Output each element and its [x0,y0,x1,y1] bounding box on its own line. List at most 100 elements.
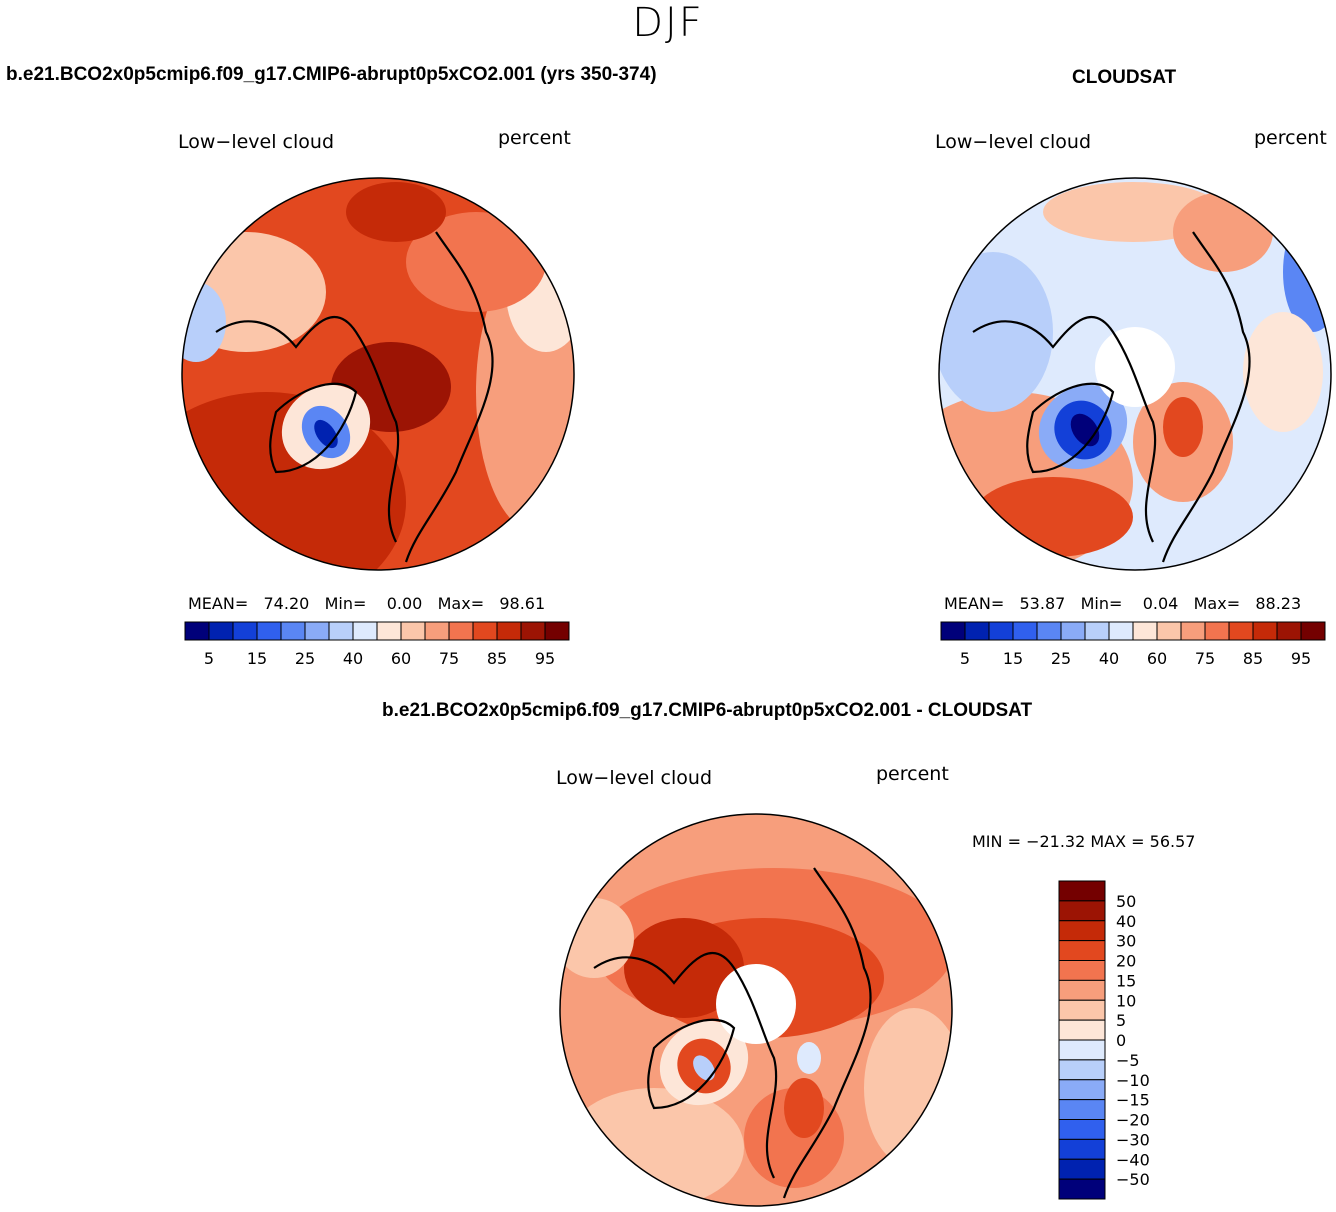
colorbar-swatch [1084,621,1110,641]
colorbar-tick-label: 95 [535,649,555,668]
colorbar-tick-label: 30 [1116,932,1136,951]
map-field [784,1078,824,1138]
colorbar-swatch [940,621,966,641]
map-field [693,1055,715,1081]
colorbar-tick-label: 25 [295,649,315,668]
map-field [406,212,546,312]
colorbar-swatch [352,621,378,641]
map-field [624,918,744,1018]
colorbar-swatch [448,621,474,641]
colorbar-tick-label: 85 [1243,649,1263,668]
season-title: DJF [632,0,704,46]
colorbar-tick-label: 15 [247,649,267,668]
colorbar-tick-label: −50 [1116,1170,1150,1189]
colorbar-swatch [304,621,330,641]
colorbar-swatch [184,621,210,641]
panel1-stats: MEAN= 74.20 Min= 0.00 Max= 98.61 [188,594,546,613]
missing-data-hole [1095,327,1175,407]
colorbar-swatch [1058,1119,1106,1140]
colorbar-swatch [1058,900,1106,922]
colorbar-swatch [1058,1178,1106,1200]
colorbar-tick-label: 40 [343,649,363,668]
colorbar-swatch [496,621,522,641]
colorbar-swatch [1058,880,1106,902]
colorbar-swatch [1058,940,1106,961]
colorbar-swatch [232,621,258,641]
colorbar-swatch [256,621,282,641]
colorbar-swatch [376,621,402,641]
map-boundary [559,813,953,1207]
colorbar-swatch [1058,979,1106,1001]
panel2-colorbar: 5 15 25 40 60 75 85 95 [940,621,1326,668]
colorbar-swatch [424,621,450,641]
colorbar-swatch [964,621,990,641]
colorbar-tick-label: 5 [1116,1011,1126,1030]
colorbar-tick-label: 75 [1195,649,1215,668]
colorbar-swatch [1252,621,1278,641]
colorbar-swatch [280,621,306,641]
panel3-title: b.e21.BCO2x0p5cmip6.f09_g17.CMIP6-abrupt… [382,700,1033,721]
colorbar-tick-label: −5 [1116,1051,1140,1070]
colorbar-tick-label: 75 [439,649,459,668]
colorbar-swatch [1180,621,1206,641]
colorbar-swatch [1058,999,1106,1021]
colorbar-tick-label: 85 [487,649,507,668]
colorbar-swatch [1058,1138,1106,1160]
colorbar-tick-label: −20 [1116,1111,1150,1130]
map-field [797,1042,821,1074]
colorbar-swatch [328,621,354,641]
map-field [346,182,446,242]
colorbar-swatch [208,621,234,641]
map-field [560,898,634,978]
colorbar-tick-label: −10 [1116,1071,1150,1090]
panel1-map [181,177,575,571]
colorbar-tick-label: 40 [1099,649,1119,668]
panel2-title: CLOUDSAT [1072,67,1177,88]
colorbar-swatch [1058,1099,1106,1120]
panel2-variable: Low−level cloud [935,131,1092,153]
colorbar-swatch [1228,621,1254,641]
colorbar-tick-label: −15 [1116,1091,1150,1110]
colorbar-swatch [472,621,498,641]
colorbar-tick-label: 25 [1051,649,1071,668]
panel1-units: percent [498,127,571,149]
colorbar-swatch [544,621,570,641]
colorbar-swatch [1156,621,1182,641]
colorbar-tick-label: 20 [1116,952,1136,971]
map-field [1163,397,1203,457]
colorbar-swatch [1058,960,1106,981]
coastline [593,847,935,1199]
colorbar-tick-label: −40 [1116,1150,1150,1169]
colorbar-tick-label: 60 [1147,649,1167,668]
colorbar-tick-label: 5 [204,649,214,668]
colorbar-swatch [1300,621,1326,641]
colorbar-swatch [1058,1079,1106,1101]
panel2-units: percent [1254,127,1327,149]
panel3-variable: Low−level cloud [556,767,713,789]
colorbar-swatch [1276,621,1302,641]
colorbar-tick-label: 15 [1116,971,1136,990]
map-field [973,477,1133,557]
map-field [1173,192,1273,272]
panel1-title: b.e21.BCO2x0p5cmip6.f09_g17.CMIP6-abrupt… [6,64,657,85]
map-boundary [181,177,575,571]
colorbar-tick-label: 40 [1116,912,1136,931]
missing-data-hole [716,964,796,1044]
panel2-map [938,177,1332,571]
panel3-minmax: MIN = −21.32 MAX = 56.57 [972,832,1196,851]
panel2-stats: MEAN= 53.87 Min= 0.04 Max= 88.23 [944,594,1302,613]
map-boundary [938,177,1332,571]
colorbar-tick-label: 10 [1116,991,1136,1010]
colorbar-swatch [1058,1019,1106,1041]
colorbar-tick-label: 60 [391,649,411,668]
colorbar-swatch [1058,1158,1106,1180]
panel1-colorbar: 5 15 25 40 60 75 85 95 [184,621,570,668]
colorbar-swatch [1060,621,1086,641]
colorbar-swatch [1058,1059,1106,1081]
map-field [1243,312,1323,432]
coastline [972,211,1314,563]
colorbar-swatch [1036,621,1062,641]
colorbar-swatch [1058,1039,1106,1061]
colorbar-tick-label: 5 [960,649,970,668]
